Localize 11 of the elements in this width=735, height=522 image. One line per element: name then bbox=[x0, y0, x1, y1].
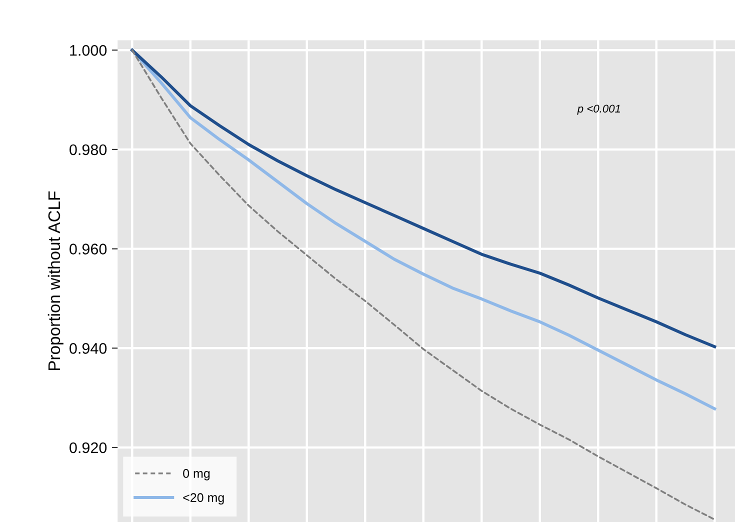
y-axis-title: Proportion without ACLF bbox=[48, 191, 64, 370]
y-tick-label: 0.960 bbox=[70, 244, 107, 254]
y-tick-label: 0.920 bbox=[70, 442, 107, 454]
y-tick-label: 0.980 bbox=[70, 144, 107, 156]
line-series bbox=[130, 48, 716, 348]
y-tick-label: 0.940 bbox=[70, 343, 107, 354]
y-tick-label: 1.000 bbox=[70, 44, 107, 56]
legend-label: <20 mg bbox=[183, 493, 224, 504]
annotation: p <0.001 bbox=[577, 104, 620, 115]
line-series bbox=[131, 49, 716, 520]
legend-label: 0 mg bbox=[183, 469, 210, 480]
